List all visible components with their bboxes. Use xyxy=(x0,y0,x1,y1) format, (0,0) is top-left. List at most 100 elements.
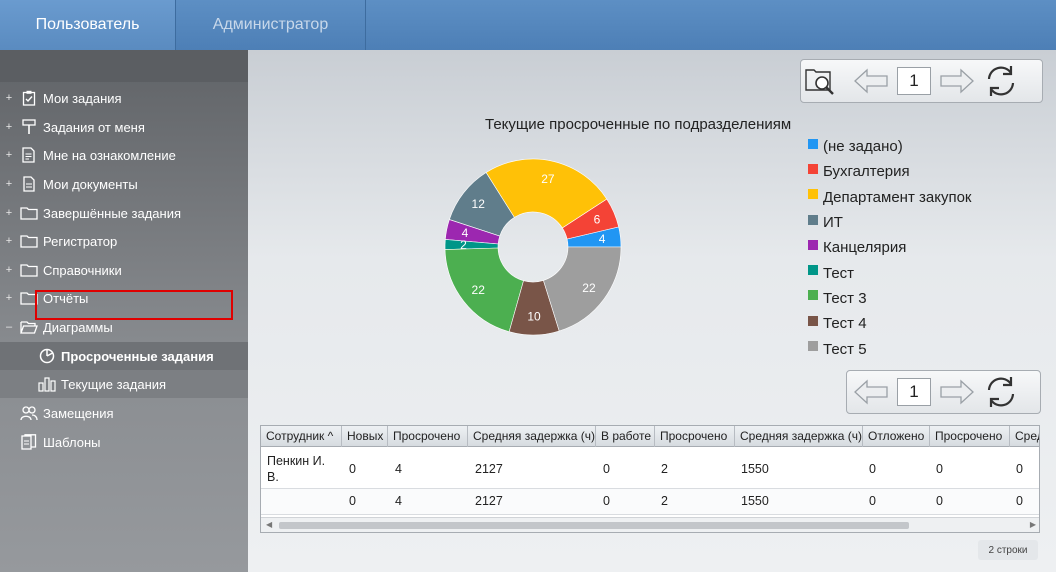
expand-icon[interactable]: + xyxy=(5,292,13,304)
column-header-overdue[interactable]: Просрочено xyxy=(388,426,468,447)
sidebar-item-completed-tasks[interactable]: + Завершённые задания xyxy=(0,199,248,227)
page-number-field[interactable]: 1 xyxy=(897,67,931,95)
table-row[interactable]: 0 4 2127 0 2 1550 0 0 0 xyxy=(261,489,1039,515)
sidebar-item-substitutions[interactable]: Замещения xyxy=(0,399,248,427)
sidebar: + Мои задания + Задания от меня + Мне на… xyxy=(0,50,248,572)
sidebar-item-current-tasks[interactable]: Текущие задания xyxy=(0,370,248,398)
legend-label: Тест 5 xyxy=(823,340,867,358)
cell-value: 0 xyxy=(349,462,356,476)
column-header-new[interactable]: Новых xyxy=(342,426,388,447)
legend-swatch xyxy=(808,239,818,250)
legend-label: (не задано) xyxy=(823,138,903,156)
column-header-postponed[interactable]: Отложено xyxy=(863,426,930,447)
tab-user[interactable]: Пользователь xyxy=(0,0,176,50)
sidebar-item-for-review[interactable]: + Мне на ознакомление xyxy=(0,141,248,169)
pie-slice[interactable] xyxy=(543,246,622,332)
expand-icon[interactable]: + xyxy=(5,92,13,104)
pie-chart-icon xyxy=(38,347,56,365)
pie-slice[interactable] xyxy=(444,247,524,333)
prev-page-button[interactable] xyxy=(851,64,891,98)
document-icon xyxy=(20,175,38,193)
sidebar-item-tasks-from-me[interactable]: + Задания от меня xyxy=(0,113,248,141)
slice-data-label: 22 xyxy=(472,283,486,297)
sidebar-item-my-documents[interactable]: + Мои документы xyxy=(0,170,248,198)
zoom-search-button[interactable] xyxy=(801,64,841,98)
scrollbar-thumb[interactable] xyxy=(279,522,909,529)
expand-icon[interactable]: + xyxy=(5,264,13,276)
sidebar-item-label: Задания от меня xyxy=(43,119,145,135)
legend-swatch xyxy=(808,315,818,326)
cell-value: 2127 xyxy=(475,462,503,476)
legend-item: Бухгалтерия xyxy=(808,159,971,184)
expand-icon[interactable]: + xyxy=(5,235,13,247)
cell-value: 2127 xyxy=(475,494,503,508)
refresh-button[interactable] xyxy=(981,64,1021,98)
sidebar-item-diagrams[interactable]: – Диаграммы xyxy=(0,313,248,341)
slice-data-label: 22 xyxy=(582,281,596,295)
chart-title: Текущие просроченные по подразделениям xyxy=(485,116,792,133)
legend-swatch xyxy=(808,163,818,174)
cell-value: 4 xyxy=(395,462,402,476)
column-header-overdue[interactable]: Просрочено xyxy=(930,426,1010,447)
chart-pager: 1 xyxy=(800,59,1043,103)
sidebar-item-my-tasks[interactable]: + Мои задания xyxy=(0,84,248,112)
legend-item: Канцелярия xyxy=(808,235,971,260)
column-header-avg-delay[interactable]: Сред xyxy=(1015,429,1039,443)
sidebar-item-reports[interactable]: + Отчёты xyxy=(0,284,248,312)
users-icon xyxy=(20,404,38,422)
sidebar-item-registrar[interactable]: + Регистратор xyxy=(0,227,248,255)
sidebar-item-label: Завершённые задания xyxy=(43,205,181,221)
slice-data-label: 2 xyxy=(460,238,467,252)
cell-employee: Пенкин И. В. xyxy=(267,454,326,484)
collapse-icon[interactable]: – xyxy=(5,321,13,333)
column-header-employee[interactable]: Сотрудник ^ xyxy=(261,426,342,447)
sidebar-item-label: Мои задания xyxy=(43,90,122,106)
expand-icon[interactable]: + xyxy=(5,149,13,161)
tab-administrator[interactable]: Администратор xyxy=(176,0,366,50)
sidebar-item-templates[interactable]: Шаблоны xyxy=(0,428,248,456)
slice-data-label: 10 xyxy=(527,309,541,323)
refresh-button[interactable] xyxy=(981,375,1021,409)
cell-value: 1550 xyxy=(741,494,769,508)
folder-icon xyxy=(20,204,38,222)
expand-icon[interactable]: + xyxy=(5,121,13,133)
slice-data-label: 6 xyxy=(594,213,601,227)
sidebar-item-label: Регистратор xyxy=(43,233,118,249)
column-header-in-progress[interactable]: В работе xyxy=(596,426,655,447)
row-count-badge: 2 строки xyxy=(978,540,1038,560)
sidebar-item-overdue-tasks[interactable]: Просроченные задания xyxy=(0,342,248,370)
expand-icon[interactable]: + xyxy=(5,207,13,219)
sidebar-item-label: Текущие задания xyxy=(61,376,167,392)
legend-label: Тест 4 xyxy=(823,315,867,333)
prev-page-button[interactable] xyxy=(851,375,891,409)
page-number-field[interactable]: 1 xyxy=(897,378,931,406)
column-header-overdue[interactable]: Просрочено xyxy=(655,426,735,447)
sidebar-item-label: Диаграммы xyxy=(43,319,113,335)
legend-label: Тест xyxy=(823,264,855,282)
table-row[interactable]: Пенкин И. В. 0 4 2127 0 2 1550 0 0 0 xyxy=(261,448,1039,489)
legend-swatch xyxy=(808,265,818,276)
folder-icon xyxy=(20,261,38,279)
sort-ascending-icon: ^ xyxy=(327,429,334,443)
column-header-avg-delay[interactable]: Средняя задержка (ч) xyxy=(735,426,863,447)
chart-legend: (не задано) Бухгалтерия Департамент закупо… xyxy=(808,134,971,362)
pie-slice[interactable] xyxy=(485,158,608,229)
scroll-right-icon[interactable]: ▶ xyxy=(1029,520,1036,529)
horizontal-scrollbar[interactable]: ◀ ▶ xyxy=(261,517,1039,532)
folder-open-icon xyxy=(20,318,38,336)
cell-value: 0 xyxy=(869,494,876,508)
expand-icon[interactable]: + xyxy=(5,178,13,190)
next-page-button[interactable] xyxy=(937,64,977,98)
data-grid: Сотрудник ^ Новых Просрочено Средняя зад… xyxy=(260,425,1040,533)
column-header-avg-delay[interactable]: Средняя задержка (ч) xyxy=(468,426,596,447)
sidebar-item-label: Мне на ознакомление xyxy=(43,147,176,163)
scroll-left-icon[interactable]: ◀ xyxy=(266,520,273,529)
sidebar-item-references[interactable]: + Справочники xyxy=(0,256,248,284)
legend-item: ИТ xyxy=(808,210,971,235)
cell-value: 0 xyxy=(603,494,610,508)
legend-item: Тест xyxy=(808,260,971,285)
sidebar-item-label: Отчёты xyxy=(43,290,89,306)
templates-icon xyxy=(20,433,38,451)
legend-swatch xyxy=(808,290,818,301)
next-page-button[interactable] xyxy=(937,375,977,409)
